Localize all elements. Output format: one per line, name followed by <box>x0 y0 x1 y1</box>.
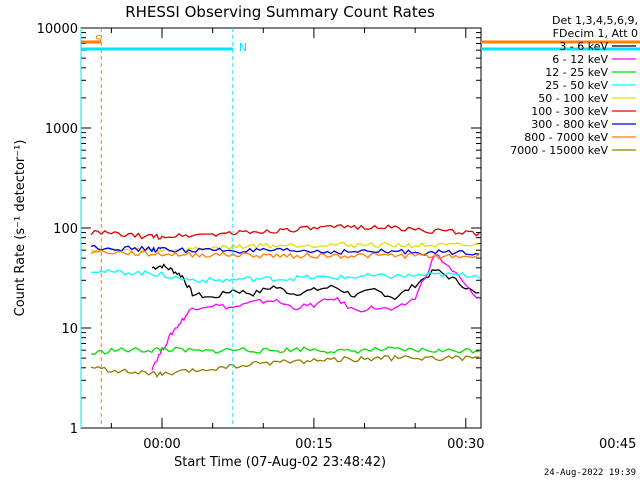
series-line <box>90 346 480 356</box>
y-tick-label: 1000 <box>45 122 78 137</box>
flag-label-s: S <box>95 33 102 46</box>
flag-markers: SN <box>80 28 640 428</box>
y-tick-label: 100 <box>53 222 78 237</box>
legend: Det 1,3,4,5,6,9, FDecim 1, Att 0 3 - 6 k… <box>510 14 638 157</box>
x-tick-label: 00:30 <box>447 437 484 452</box>
flag-label-n: N <box>239 41 247 54</box>
y-tick-label: 1 <box>70 422 78 437</box>
legend-label: 800 - 7000 keV <box>524 131 608 144</box>
plot-frame <box>80 27 482 429</box>
series-lines <box>90 224 480 378</box>
legend-label: 3 - 6 keV <box>559 40 608 53</box>
legend-header-1: Det 1,3,4,5,6,9, <box>552 14 638 27</box>
legend-label: 300 - 800 keV <box>531 118 608 131</box>
series-line <box>151 263 480 301</box>
legend-label: 7000 - 15000 keV <box>510 144 608 157</box>
chart-title: RHESSI Observing Summary Count Rates <box>125 3 435 21</box>
series-line <box>90 224 480 240</box>
series-line <box>90 354 480 378</box>
series-line <box>90 244 480 256</box>
footer-timestamp: 24-Aug-2022 19:39 <box>544 468 636 478</box>
legend-label: 12 - 25 keV <box>545 66 608 79</box>
series-line <box>90 249 480 260</box>
series-line <box>151 253 480 371</box>
y-tick-label: 10000 <box>37 22 78 37</box>
y-axis-ticks: 1 10 100 1000 10000 <box>37 22 481 437</box>
legend-label: 25 - 50 keV <box>545 79 608 92</box>
y-axis-label: Count Rate (s⁻¹ detector⁻¹) <box>13 140 28 317</box>
legend-label: 100 - 300 keV <box>531 105 608 118</box>
series-line <box>91 268 480 284</box>
legend-header-2: FDecim 1, Att 0 <box>553 27 638 40</box>
x-axis-label: Start Time (07-Aug-02 23:48:42) <box>174 455 386 470</box>
x-tick-label: 00:15 <box>295 437 332 452</box>
x-tick-label: 00:45 <box>599 437 636 452</box>
x-tick-label: 00:00 <box>143 437 180 452</box>
legend-label: 50 - 100 keV <box>538 92 608 105</box>
legend-label: 6 - 12 keV <box>552 53 608 66</box>
y-tick-label: 10 <box>61 322 78 337</box>
